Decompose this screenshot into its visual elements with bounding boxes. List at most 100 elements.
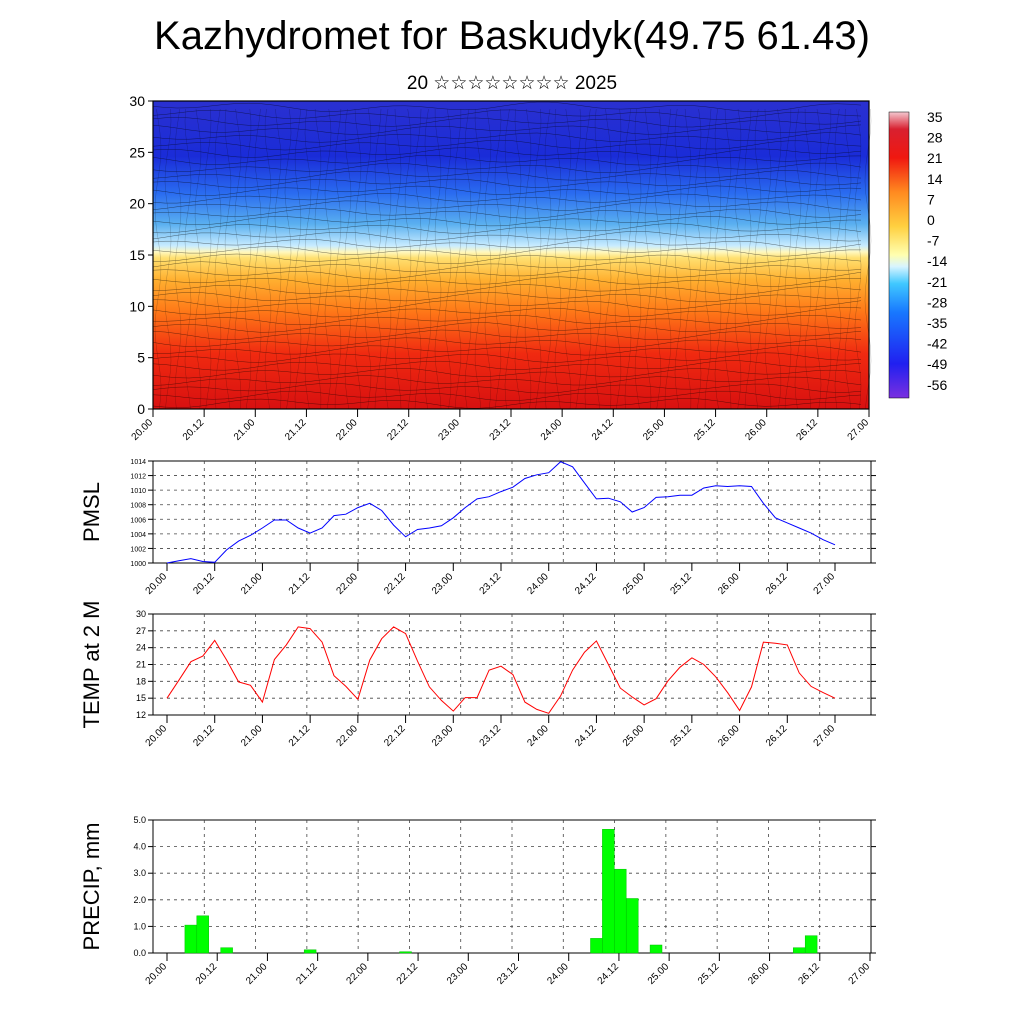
heatmap-streamline	[724, 108, 732, 410]
colorbar-label: -28	[927, 294, 947, 310]
pmsl-chart-xtick-label: 23.12	[478, 571, 504, 597]
pmsl-chart-ytick-label: 1004	[130, 532, 146, 539]
precip-bar	[184, 924, 198, 954]
temp-chart-xtick-label: 26.12	[764, 723, 790, 749]
heatmap-streamline	[152, 223, 862, 234]
heatmap-ytick-label: 30	[129, 93, 145, 109]
heatmap-streamline	[152, 352, 862, 363]
heatmap-ytick-label: 15	[129, 247, 145, 263]
heatmap-xtick-label: 25.00	[641, 417, 667, 443]
heatmap-streamline	[544, 108, 552, 410]
heatmap-streamline	[474, 108, 482, 410]
heatmap-streamline	[574, 108, 582, 410]
temp-chart-ytick-label: 12	[136, 710, 146, 720]
heatmap-streamline	[594, 108, 602, 410]
pmsl-chart-xtick-label: 26.12	[764, 571, 790, 597]
precip-chart-xtick-label: 24.00	[545, 961, 571, 987]
heatmap-streamline	[514, 108, 522, 410]
heatmap-streamline	[754, 108, 762, 410]
temp-chart-xtick-label: 24.00	[525, 723, 551, 749]
heatmap-streamline	[152, 231, 862, 242]
temp-chart-xtick-label: 21.12	[287, 723, 313, 749]
heatmap-streamline	[152, 162, 862, 174]
heatmap-ytick-label: 25	[129, 144, 145, 160]
heatmap-streamline	[764, 108, 772, 410]
precip-bar	[196, 915, 209, 954]
heatmap-streamline	[614, 108, 622, 410]
heatmap-streamline	[364, 108, 372, 410]
heatmap-streamline	[354, 108, 362, 410]
temp-chart-ylabel: TEMP at 2 M	[79, 601, 104, 729]
heatmap-ytick-label: 5	[137, 350, 145, 366]
pmsl-chart-ytick-label: 1014	[130, 459, 146, 466]
heatmap-streamline	[152, 345, 862, 356]
heatmap-streamline	[484, 108, 492, 410]
heatmap-streamline	[704, 108, 712, 410]
pmsl-chart-xtick-label: 27.00	[812, 571, 838, 597]
precip-chart-xtick-label: 24.12	[596, 961, 622, 987]
heatmap-streamline	[294, 108, 302, 410]
heatmap-xtick-label: 24.12	[590, 417, 616, 443]
heatmap-streamline	[224, 108, 232, 410]
heatmap-xtick-label: 24.00	[539, 417, 565, 443]
heatmap-streamline	[684, 108, 692, 410]
heatmap-ytick-label: 0	[137, 401, 145, 417]
heatmap-streamline	[834, 108, 842, 410]
heatmap-streamline	[844, 108, 852, 410]
heatmap-streamline	[152, 314, 862, 326]
heatmap-streamline	[152, 337, 862, 348]
temp-chart-ytick-label: 15	[136, 693, 146, 703]
heatmap-streamline	[152, 261, 862, 272]
heatmap-streamline	[152, 132, 862, 143]
colorbar-label: -56	[927, 377, 947, 393]
heatmap-xtick-label: 22.12	[385, 417, 411, 443]
heatmap-xtick-label: 23.00	[437, 417, 463, 443]
heatmap-streamline	[152, 246, 861, 257]
precip-bar	[649, 944, 663, 954]
heatmap-streamline	[152, 299, 862, 310]
temp-chart-xtick-label: 27.00	[812, 723, 838, 749]
precip-bar	[303, 949, 317, 954]
heatmap-streamline	[164, 108, 172, 410]
colorbar-label: -7	[927, 233, 940, 249]
heatmap-streamline	[314, 108, 322, 410]
heatmap-xtick-label: 22.00	[334, 417, 360, 443]
heatmap-streamline	[854, 108, 862, 410]
precip-bar	[614, 868, 627, 954]
temp-chart-xtick-label: 25.00	[621, 723, 647, 749]
heatmap-streamline	[152, 170, 862, 181]
precip-chart-xtick-label: 22.00	[345, 961, 371, 987]
heatmap-ytick-label: 10	[129, 298, 145, 314]
precip-chart-xtick-label: 26.00	[746, 961, 772, 987]
precip-bar	[804, 935, 818, 954]
heatmap-streamline	[734, 108, 742, 410]
heatmap-streamline	[152, 109, 862, 120]
heatmap-streamline	[604, 108, 612, 410]
heatmap-streamline	[324, 108, 332, 410]
colorbar-label: -35	[927, 315, 947, 331]
precip-bar	[602, 829, 615, 954]
heatmap-streamline	[152, 269, 862, 280]
heatmap-streamline	[504, 108, 512, 410]
heatmap-streamline	[794, 108, 802, 410]
heatmap-streamline	[152, 383, 862, 394]
pmsl-chart-ytick-label: 1008	[130, 503, 146, 510]
precip-bar	[626, 898, 639, 954]
pmsl-chart-xtick-label: 26.00	[716, 571, 742, 597]
pmsl-chart-xtick-label: 21.00	[239, 571, 265, 597]
heatmap-xtick-label: 26.00	[743, 417, 769, 443]
pmsl-chart-ylabel: PMSL	[79, 482, 104, 542]
heatmap-streamline	[244, 108, 252, 410]
pmsl-chart-xtick-label: 21.12	[287, 571, 313, 597]
pmsl-chart-xtick-label: 24.12	[573, 571, 599, 597]
heatmap-streamline	[152, 253, 862, 264]
heatmap-streamline	[152, 398, 862, 409]
heatmap-streamline	[434, 108, 442, 410]
temp-chart-ytick-label: 18	[136, 676, 146, 686]
pmsl-chart-ytick-label: 1006	[130, 517, 146, 524]
precip-chart-xtick-label: 20.12	[194, 961, 220, 987]
pmsl-chart-xtick-label: 24.00	[525, 571, 551, 597]
precip-bar	[793, 947, 806, 954]
heatmap-streamline	[264, 108, 272, 410]
